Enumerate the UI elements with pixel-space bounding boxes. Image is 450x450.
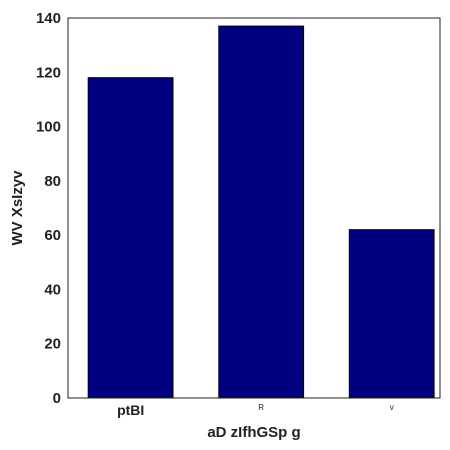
bar-0 [87, 77, 174, 399]
x-tick-label: v [390, 403, 394, 412]
y-tick-label: 20 [44, 336, 61, 353]
y-tick-labels: 0 20 40 60 80 100 120 140 [36, 10, 61, 407]
x-tick-label: R [258, 403, 264, 412]
y-tick-label: 0 [53, 390, 61, 407]
x-tick-label: ptBI [117, 402, 144, 418]
x-axis-label: aD zIfhGSp g [207, 424, 300, 441]
y-tick-label: 100 [36, 119, 61, 136]
bar-2 [348, 229, 435, 399]
y-axis-label: WV XsIzyv [9, 170, 26, 246]
bar-1 [218, 25, 305, 399]
y-tick-label: 140 [36, 10, 61, 27]
bars-group [87, 25, 435, 399]
y-tick-label: 120 [36, 64, 61, 81]
y-tick-label: 60 [44, 227, 61, 244]
plot-frame [67, 17, 441, 399]
y-tick-label: 80 [44, 173, 61, 190]
y-tick-label: 40 [44, 281, 61, 298]
